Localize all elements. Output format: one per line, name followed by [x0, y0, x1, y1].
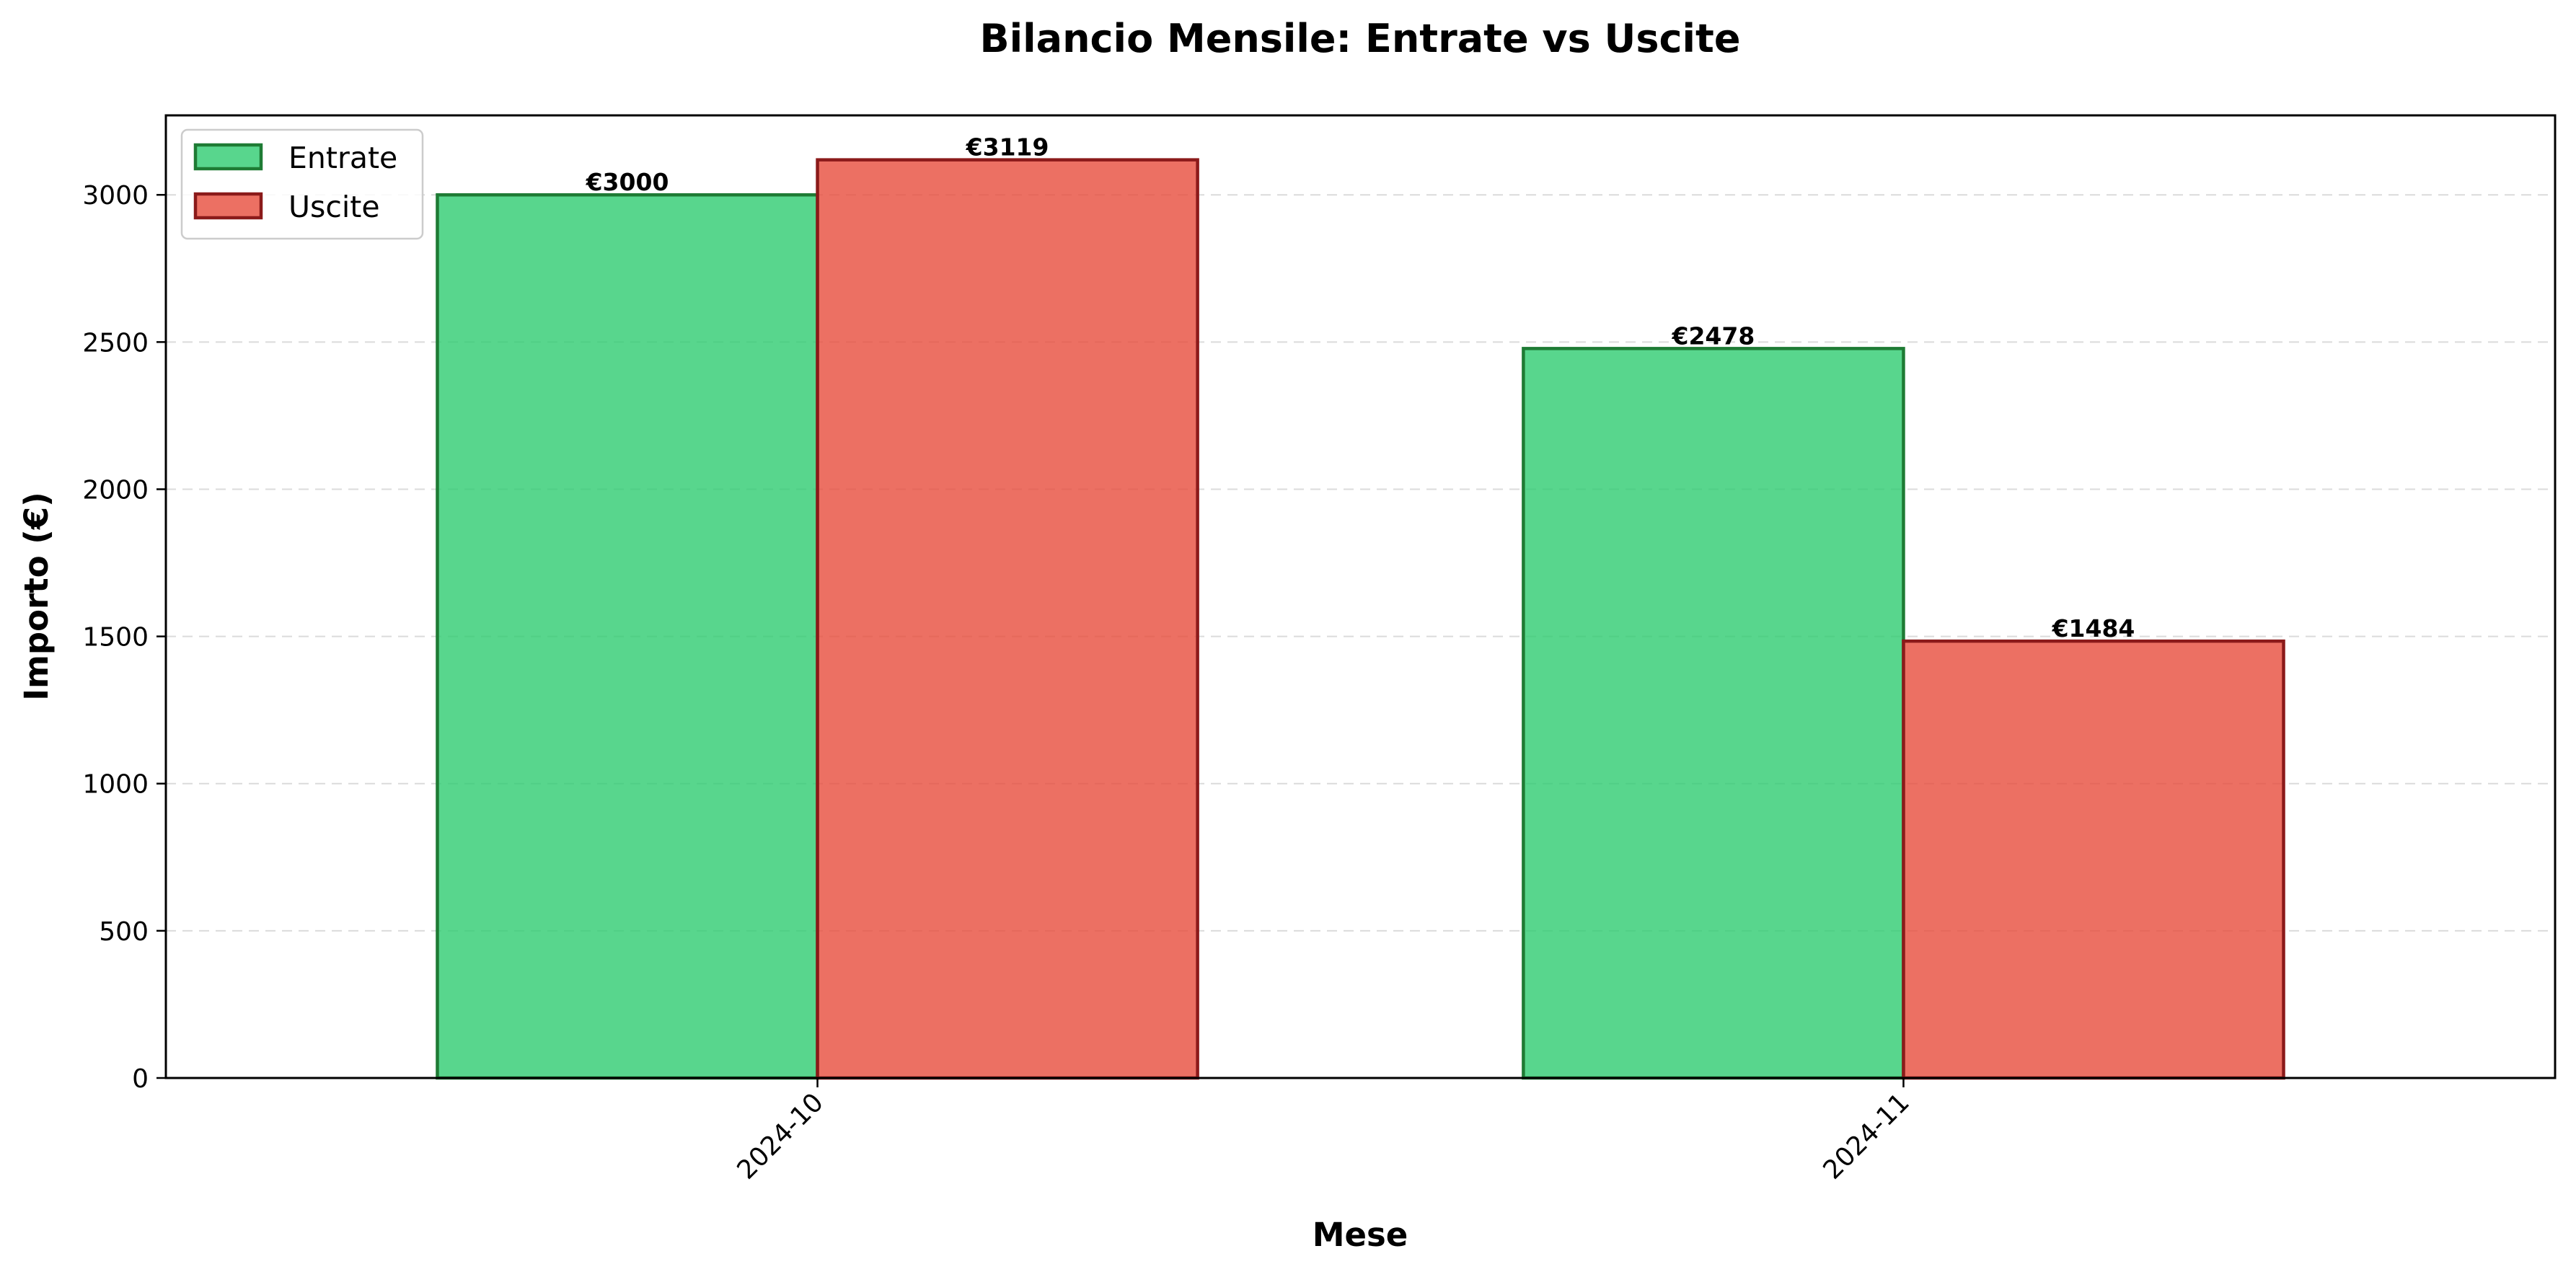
legend-swatch-uscite [193, 192, 263, 220]
y-tick-label: 500 [99, 917, 149, 947]
y-tick-label: 1500 [82, 623, 149, 653]
data-label-entrate-2024-11: €2478 [1672, 322, 1755, 350]
y-tick-label: 1000 [82, 770, 149, 800]
data-labels: €3000 €2478 €3119 €1484 [586, 133, 2135, 643]
bar-entrate-2024-11 [1522, 347, 1905, 1080]
legend: Entrate Uscite [180, 128, 424, 240]
chart-title: Bilancio Mensile: Entrate vs Uscite [979, 16, 1740, 61]
y-tick-label: 2000 [82, 475, 149, 505]
legend-swatch-entrate [193, 143, 263, 171]
bar-uscite-2024-11 [1902, 639, 2285, 1080]
data-label-entrate-2024-10: €3000 [586, 168, 669, 196]
data-label-uscite-2024-10: €3119 [966, 133, 1049, 162]
bar-entrate-2024-10 [436, 193, 819, 1080]
y-axis-label: Importo (€) [17, 492, 56, 701]
y-tick-label: 0 [132, 1064, 149, 1094]
bars [436, 158, 2285, 1080]
y-tick-label: 2500 [82, 328, 149, 358]
data-label-uscite-2024-11: €1484 [2052, 614, 2135, 642]
y-tick-label: 3000 [82, 181, 149, 211]
y-axis-ticks: 0 500 1000 1500 2000 2500 3000 [82, 181, 166, 1094]
bar-uscite-2024-10 [816, 158, 1199, 1080]
x-axis-label: Mese [1313, 1216, 1408, 1254]
plot-frame [164, 114, 2557, 1079]
legend-label-uscite: Uscite [288, 190, 380, 224]
legend-label-entrate: Entrate [288, 141, 397, 175]
